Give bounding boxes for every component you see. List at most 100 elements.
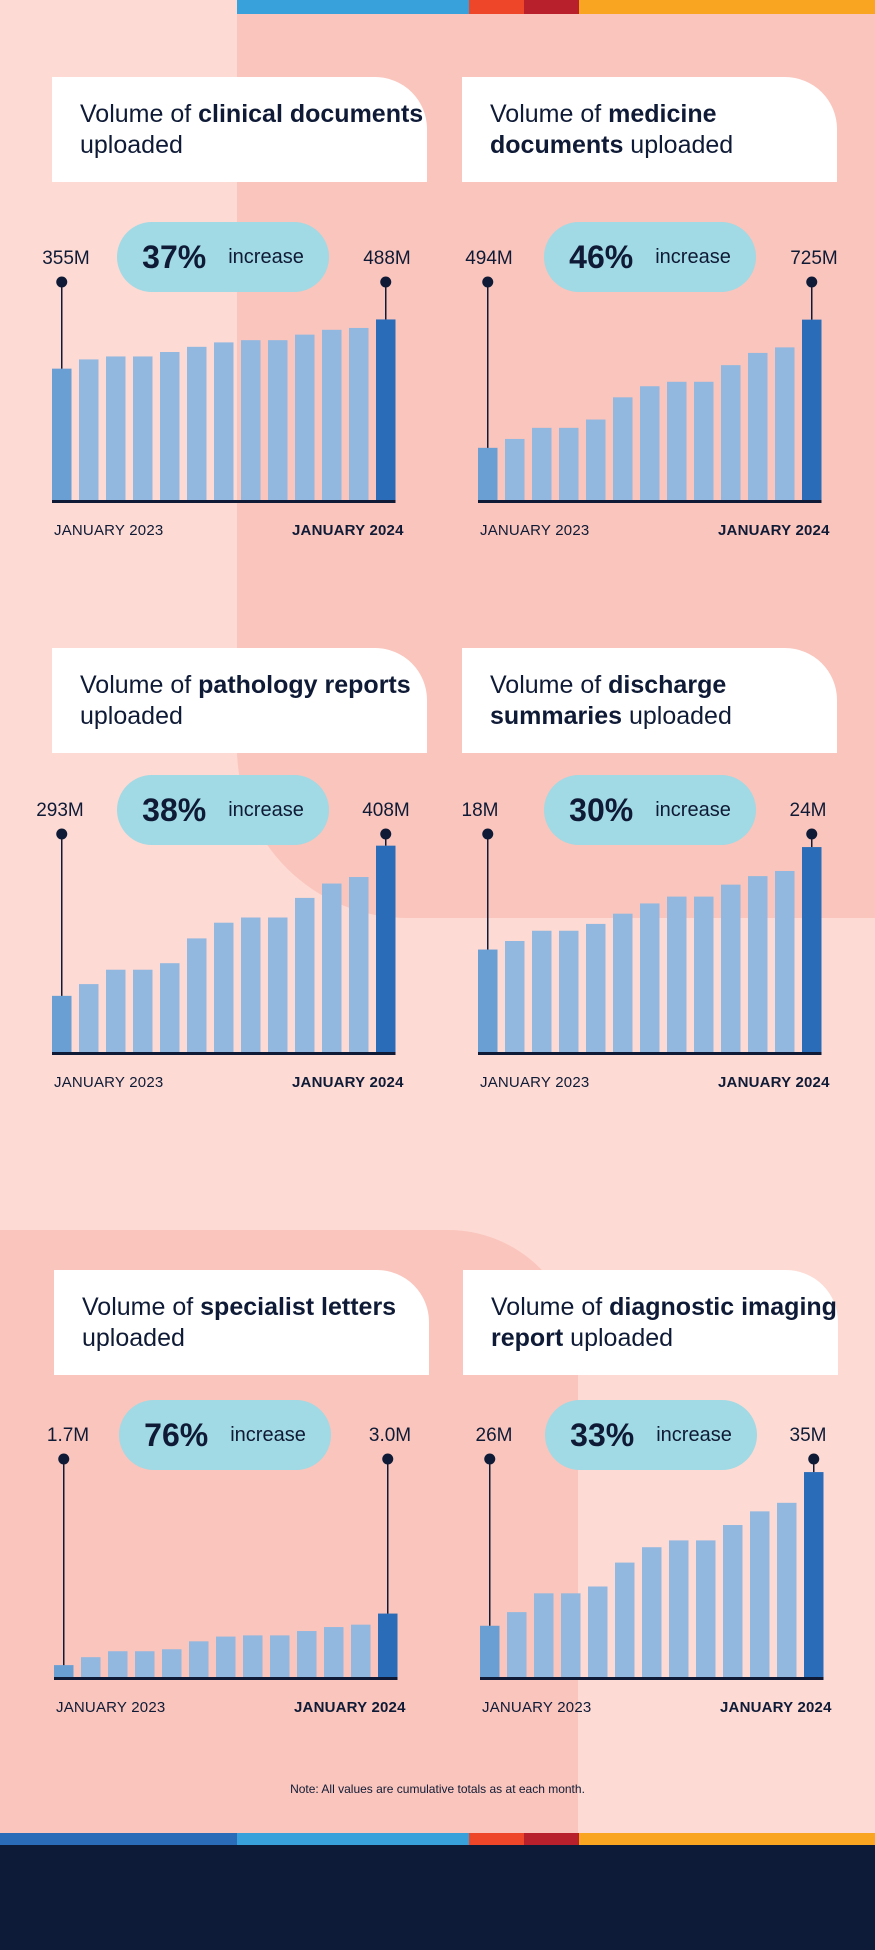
end-pointer-dot xyxy=(380,276,392,288)
title-suffix: uploaded xyxy=(622,702,732,730)
bar xyxy=(775,870,795,1052)
title-suffix: uploaded xyxy=(563,1324,674,1352)
increase-pill: 76% increase xyxy=(119,1400,331,1470)
bar xyxy=(378,1613,398,1677)
x-end-label: JANUARY 2024 xyxy=(718,522,830,539)
top-stripe-red xyxy=(469,0,524,14)
bar xyxy=(241,340,261,500)
bar xyxy=(216,1636,236,1677)
increase-pill: 30% increase xyxy=(544,775,756,845)
bar xyxy=(79,359,99,500)
title-prefix: Volume of xyxy=(490,671,609,699)
bar xyxy=(189,1641,209,1677)
chart-title-card: Volume of discharge summaries uploaded xyxy=(462,648,837,753)
x-end-label: JANUARY 2024 xyxy=(294,1699,406,1716)
bar xyxy=(268,340,288,500)
bar xyxy=(268,917,288,1052)
title-suffix: uploaded xyxy=(80,131,183,159)
bar xyxy=(214,922,234,1052)
bar xyxy=(133,969,153,1052)
bar xyxy=(349,877,369,1052)
bar xyxy=(804,1472,824,1677)
bar xyxy=(721,884,741,1052)
end-value-label: 725M xyxy=(790,248,838,269)
title-suffix: uploaded xyxy=(80,702,183,730)
bar xyxy=(106,356,126,500)
end-pointer-dot xyxy=(806,276,818,288)
x-start-label: JANUARY 2023 xyxy=(54,522,164,539)
bar xyxy=(640,903,660,1052)
bar xyxy=(243,1635,263,1677)
top-stripe-crimson xyxy=(524,0,579,14)
bar xyxy=(586,923,606,1052)
bar xyxy=(723,1525,743,1677)
start-pointer-dot xyxy=(482,828,494,840)
x-start-label: JANUARY 2023 xyxy=(482,1699,592,1716)
x-end-label: JANUARY 2024 xyxy=(720,1699,832,1716)
title-prefix: Volume of xyxy=(490,100,609,128)
bottom-stripe-blue-dark xyxy=(0,1833,237,1847)
bar xyxy=(478,447,498,500)
start-pointer-dot xyxy=(58,1453,70,1465)
bar xyxy=(802,847,822,1052)
end-value-label: 488M xyxy=(363,248,411,269)
x-start-label: JANUARY 2023 xyxy=(56,1699,166,1716)
title-bold: pathology reports xyxy=(198,671,411,699)
increase-percent: 46% xyxy=(569,238,634,275)
start-pointer-dot xyxy=(482,276,494,288)
bar xyxy=(187,938,207,1052)
bottom-stripe-blue xyxy=(237,1833,469,1847)
bar xyxy=(270,1635,290,1677)
bottom-stripe-crimson xyxy=(524,1833,579,1847)
bar xyxy=(721,365,741,500)
bar xyxy=(322,329,342,500)
increase-word: increase xyxy=(228,798,304,821)
title-suffix: uploaded xyxy=(623,131,734,159)
top-stripe-blue xyxy=(237,0,469,14)
bar xyxy=(376,319,396,500)
bar xyxy=(52,368,72,500)
bar xyxy=(505,438,525,500)
increase-percent: 33% xyxy=(570,1416,635,1453)
bar xyxy=(160,352,180,500)
increase-percent: 76% xyxy=(144,1416,209,1453)
bar xyxy=(642,1547,662,1677)
bar xyxy=(694,896,714,1052)
title-prefix: Volume of xyxy=(80,100,199,128)
bar xyxy=(534,1593,554,1677)
start-value-label: 18M xyxy=(461,800,499,821)
bar xyxy=(52,995,72,1052)
end-pointer-dot xyxy=(808,1453,820,1465)
start-pointer-dot xyxy=(56,276,68,288)
chart-title-card: Volume of diagnostic imaging report uplo… xyxy=(463,1270,838,1375)
increase-pill: 37% increase xyxy=(117,222,329,292)
increase-percent: 30% xyxy=(569,791,634,828)
increase-word: increase xyxy=(230,1423,306,1446)
bar-chart xyxy=(478,276,822,503)
bar xyxy=(54,1665,74,1677)
bar xyxy=(777,1502,797,1677)
bar xyxy=(376,845,396,1052)
bar xyxy=(478,949,498,1052)
bar xyxy=(349,327,369,500)
start-value-label: 26M xyxy=(475,1425,513,1446)
bar xyxy=(162,1649,182,1677)
footer-band xyxy=(0,1845,875,1950)
bar xyxy=(297,1631,317,1677)
increase-pill: 38% increase xyxy=(117,775,329,845)
bar xyxy=(106,969,126,1052)
bar xyxy=(775,347,795,500)
title-bold: medicine documents xyxy=(490,100,717,159)
title-bold: specialist letters xyxy=(200,1293,397,1321)
bar xyxy=(135,1651,155,1677)
bar xyxy=(669,1540,689,1677)
title-prefix: Volume of xyxy=(491,1293,610,1321)
x-start-label: JANUARY 2023 xyxy=(480,1074,590,1091)
bar xyxy=(613,397,633,500)
bar xyxy=(694,381,714,500)
chart-title-card: Volume of specialist letters uploaded xyxy=(54,1270,429,1375)
bottom-stripe-orange xyxy=(579,1833,875,1847)
bar xyxy=(505,941,525,1052)
bar xyxy=(81,1657,101,1677)
top-stripe-orange xyxy=(579,0,875,14)
